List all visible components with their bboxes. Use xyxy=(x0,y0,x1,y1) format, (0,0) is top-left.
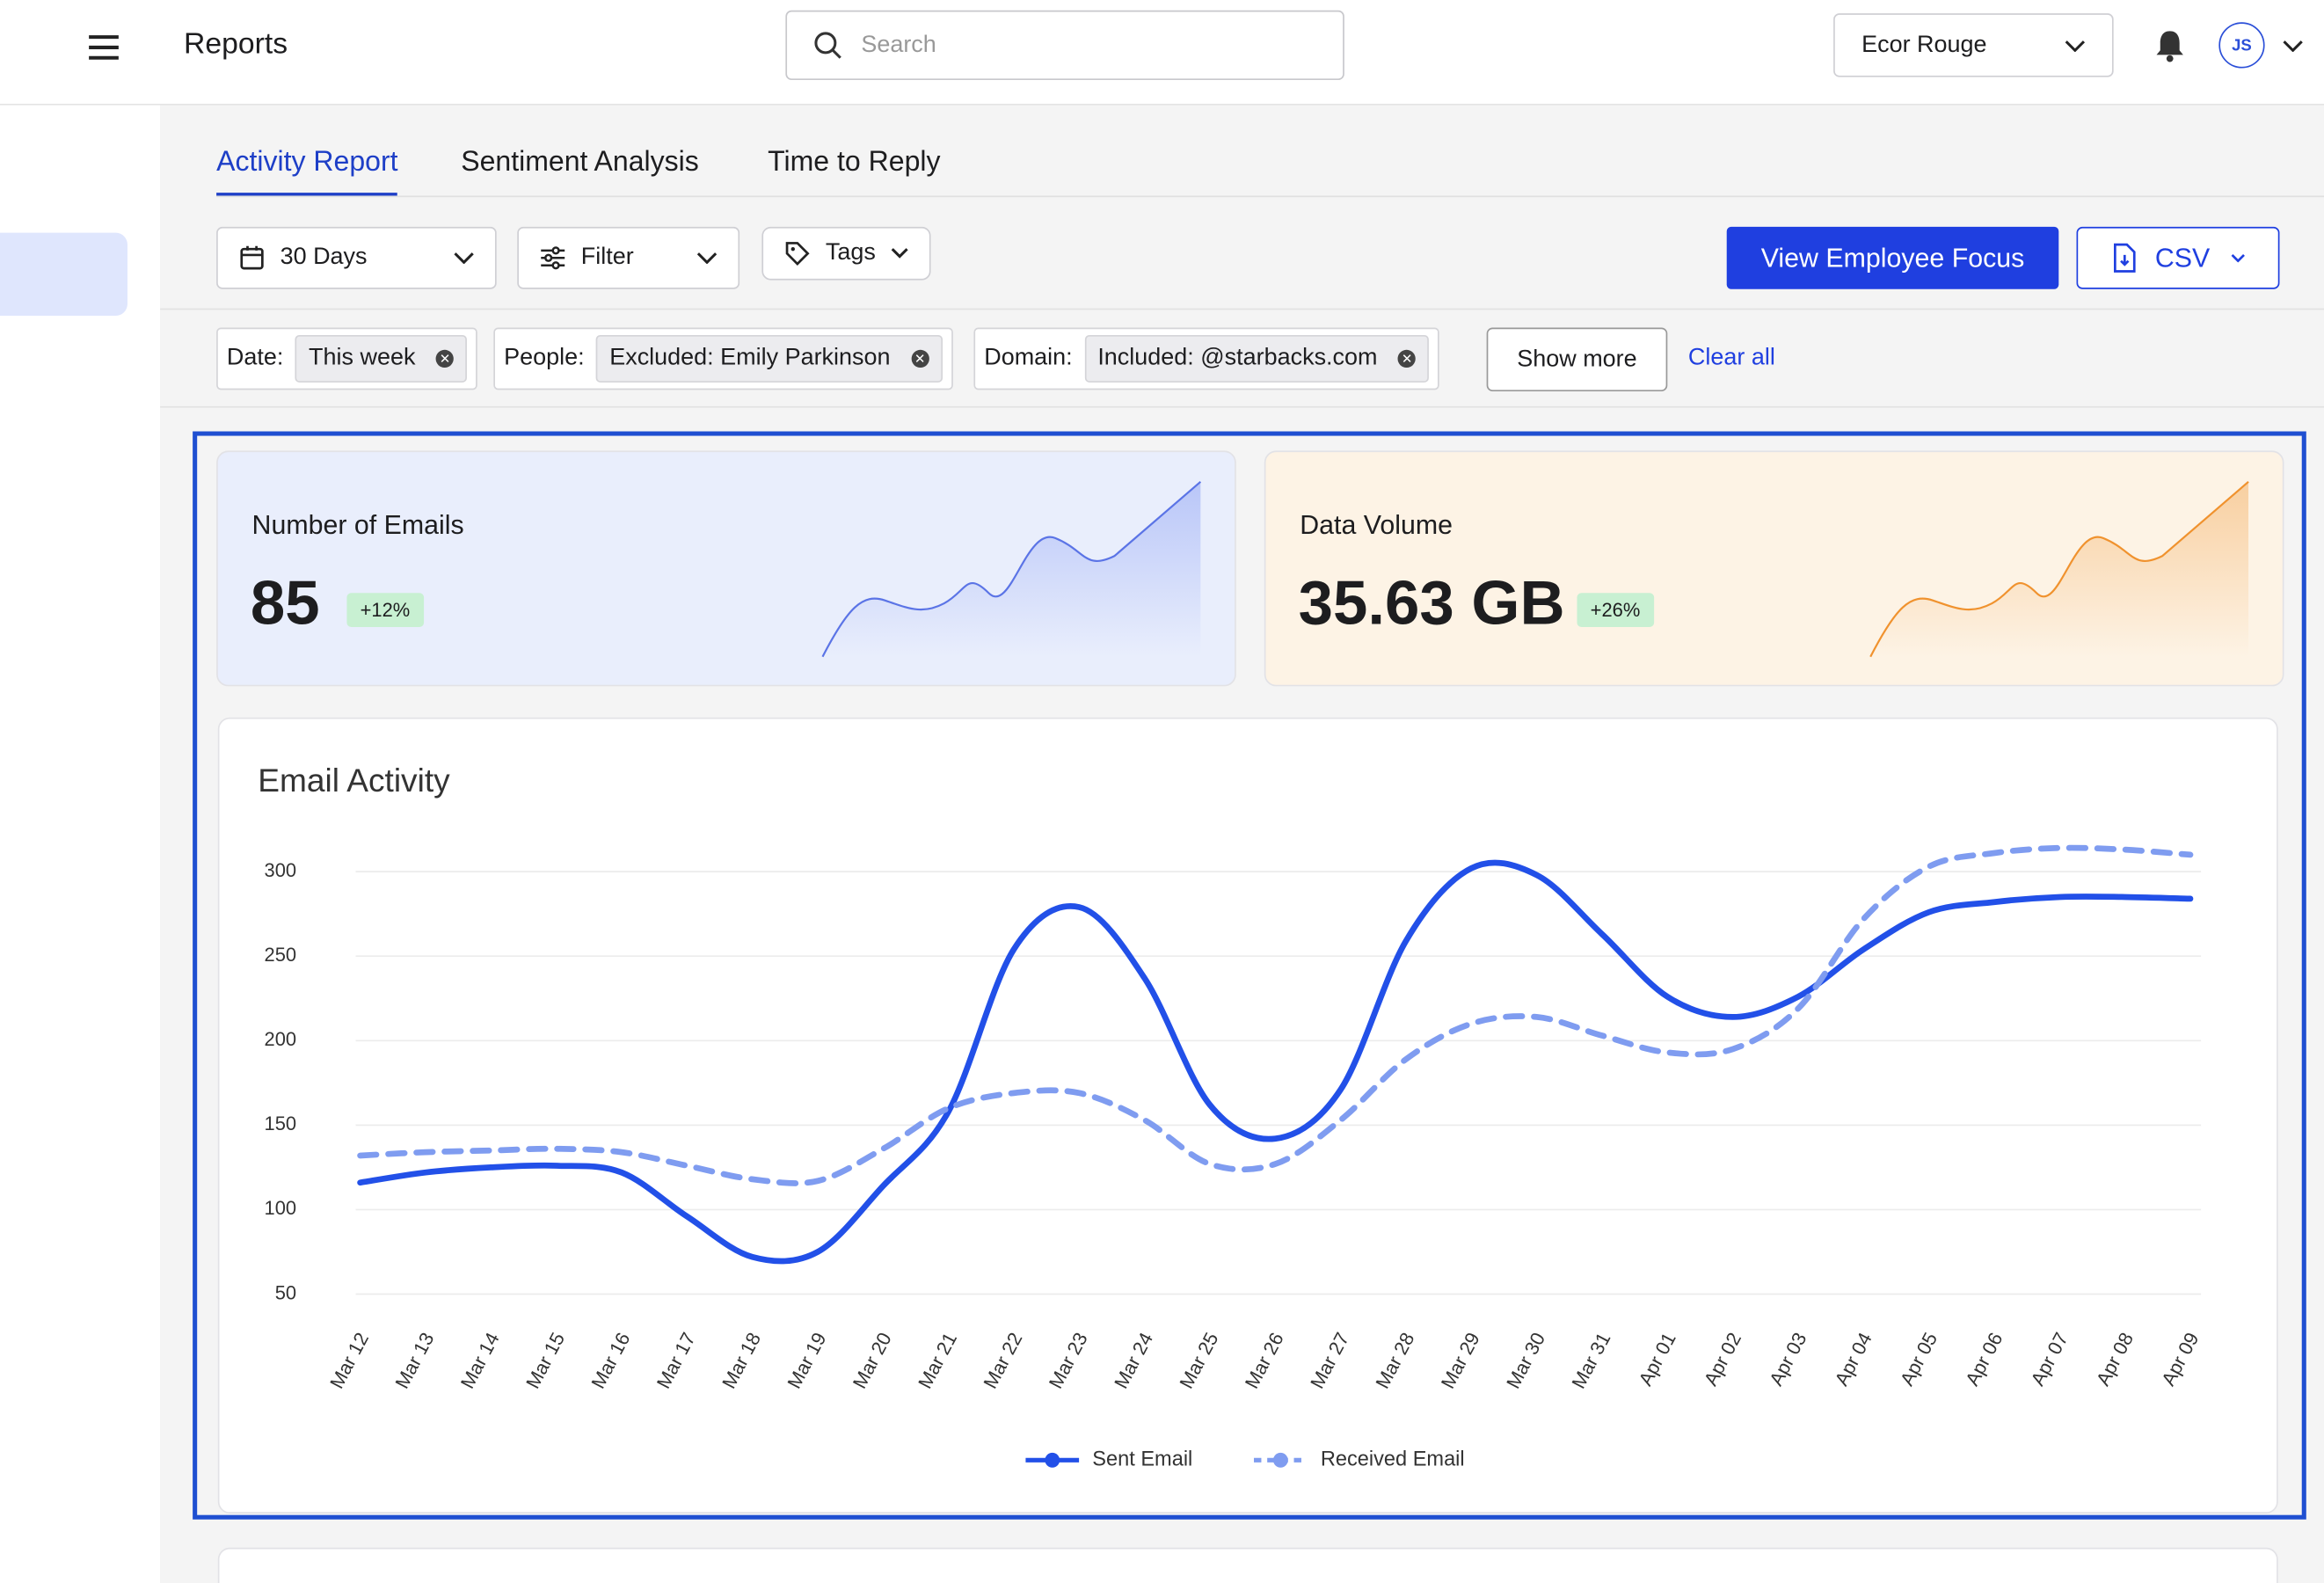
y-tick-label: 100 xyxy=(265,1197,297,1219)
stat-card: Number of Emails 85 +12% xyxy=(216,450,1236,687)
highlight-frame xyxy=(193,431,2306,1520)
y-tick-label: 200 xyxy=(265,1028,297,1050)
filter-chip: People: Excluded: Emily Parkinson ✕ xyxy=(493,327,953,390)
chip-text: This week xyxy=(309,345,416,371)
card-title: Data Volume xyxy=(1300,509,1453,540)
sparkline xyxy=(821,480,1202,658)
stat-card: Data Volume 35.63 GB +26% xyxy=(1264,450,2284,687)
filter-chip: Domain: Included: @starbacks.com ✕ xyxy=(973,327,1440,390)
search-icon xyxy=(814,31,841,58)
bell-icon[interactable] xyxy=(2153,28,2186,63)
card-value: 85 xyxy=(250,567,320,638)
filter-chip: Date: This week ✕ xyxy=(216,327,478,390)
line xyxy=(357,844,2194,1186)
chip-value: This week ✕ xyxy=(295,334,468,383)
tab[interactable]: Sentiment Analysis xyxy=(461,146,699,179)
file-icon xyxy=(2114,243,2136,273)
chip-label: Date: xyxy=(226,345,284,371)
org-name: Ecor Rouge xyxy=(1861,32,1987,57)
page-title: Reports xyxy=(184,28,288,62)
remove-icon[interactable]: ✕ xyxy=(911,349,929,368)
filter-button[interactable]: Filter xyxy=(517,226,740,289)
chevron xyxy=(891,248,908,259)
change-badge: +12% xyxy=(346,593,424,628)
menu-icon[interactable] xyxy=(86,33,121,62)
primary-button[interactable]: View Employee Focus xyxy=(1726,226,2059,289)
calendar-icon xyxy=(240,245,264,270)
csv-label: CSV xyxy=(2154,242,2211,273)
chevron xyxy=(2231,253,2245,263)
sparkline xyxy=(1869,480,2249,658)
chip-text: Included: @starbacks.com xyxy=(1097,345,1378,371)
search-placeholder: Search xyxy=(861,32,936,57)
chip-label: Domain: xyxy=(984,345,1073,371)
remove-icon[interactable]: ✕ xyxy=(1398,349,1417,368)
legend-dot xyxy=(1272,1452,1288,1468)
tags-label: Tags xyxy=(825,240,876,266)
remove-icon[interactable]: ✕ xyxy=(436,349,455,368)
legend-dot xyxy=(1045,1452,1060,1468)
y-tick-label: 300 xyxy=(265,859,297,881)
tags-button[interactable]: Tags xyxy=(761,226,931,281)
chevron xyxy=(2065,40,2086,52)
chip-text: Excluded: Emily Parkinson xyxy=(609,345,891,371)
clear-all-link[interactable]: Clear all xyxy=(1687,345,1775,371)
chevron xyxy=(454,252,474,265)
search-box[interactable]: Search xyxy=(785,10,1344,81)
card-title: Number of Emails xyxy=(251,509,464,540)
card-value: 35.63 GB xyxy=(1298,567,1565,638)
change-badge: +26% xyxy=(1577,593,1654,628)
chip-value: Excluded: Emily Parkinson ✕ xyxy=(596,334,943,383)
chip-label: People: xyxy=(504,345,585,371)
tag-icon xyxy=(785,242,810,266)
legend-label: Received Email xyxy=(1321,1448,1465,1470)
org-select[interactable]: Ecor Rouge xyxy=(1833,13,2114,77)
sliders-icon xyxy=(541,246,565,270)
filter-label: Filter xyxy=(580,244,634,270)
avatar[interactable]: JS xyxy=(2218,22,2265,69)
sidebar-active-item[interactable] xyxy=(0,232,127,317)
legend-label: Sent Email xyxy=(1092,1448,1192,1470)
chevron[interactable] xyxy=(2283,40,2304,52)
tab[interactable]: Time to Reply xyxy=(768,146,941,179)
csv-button[interactable]: CSV xyxy=(2076,226,2280,289)
chip-value: Included: @starbacks.com ✕ xyxy=(1084,334,1430,383)
next-card xyxy=(217,1547,2278,1583)
tab-divider xyxy=(216,195,2324,198)
chart-card xyxy=(217,717,2278,1514)
y-tick-label: 150 xyxy=(265,1112,297,1134)
y-tick-label: 250 xyxy=(265,944,297,966)
sidebar xyxy=(0,105,161,1583)
y-tick-label: 50 xyxy=(275,1281,296,1303)
chart-title: Email Activity xyxy=(258,762,450,799)
range-label: 30 Days xyxy=(280,244,368,270)
line xyxy=(357,859,2194,1265)
range-select[interactable]: 30 Days xyxy=(216,226,497,289)
tab-active[interactable]: Activity Report xyxy=(216,147,398,196)
show-more-button[interactable]: Show more xyxy=(1486,327,1668,391)
chevron xyxy=(696,252,718,265)
